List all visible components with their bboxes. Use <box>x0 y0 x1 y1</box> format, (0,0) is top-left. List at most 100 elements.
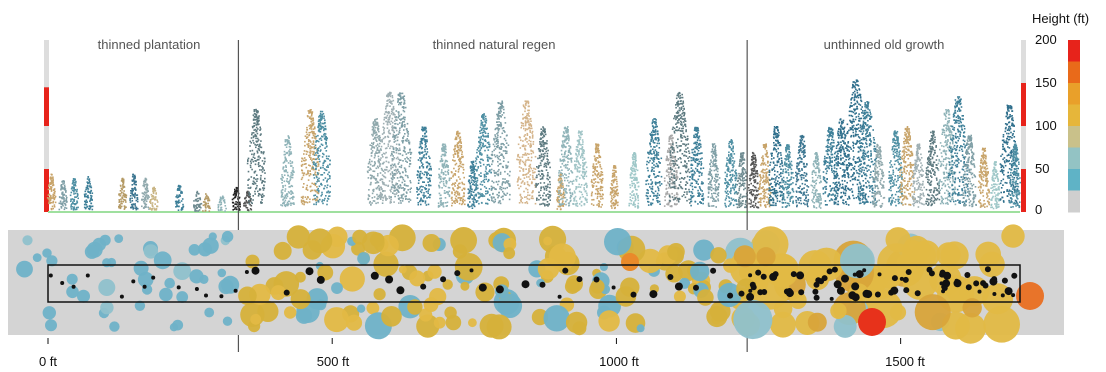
lidar-point <box>443 192 446 194</box>
lidar-point <box>601 189 603 192</box>
lidar-point <box>452 188 455 190</box>
lidar-point <box>576 170 579 173</box>
lidar-point <box>389 95 392 98</box>
lidar-point <box>539 149 542 151</box>
lidar-point <box>233 208 236 210</box>
lidar-point <box>390 92 392 94</box>
lidar-point <box>252 136 255 139</box>
lidar-point <box>391 121 394 124</box>
lidar-point <box>487 141 490 144</box>
lidar-point <box>392 148 395 151</box>
lidar-point <box>543 145 545 148</box>
lidar-point <box>403 188 406 191</box>
colorbar-tick-label: 150 <box>1035 75 1057 90</box>
lidar-point <box>497 134 499 137</box>
lidar-point <box>281 176 284 178</box>
lidar-point <box>634 195 636 198</box>
lidar-point <box>441 148 443 151</box>
lidar-point <box>319 110 322 113</box>
lidar-point <box>323 132 326 135</box>
lidar-point <box>577 161 580 164</box>
lidar-point <box>443 162 446 165</box>
lidar-point <box>289 162 292 165</box>
lidar-point <box>248 202 250 205</box>
lidar-point <box>64 189 66 191</box>
lidar-point <box>73 208 76 210</box>
lidar-point <box>131 200 134 202</box>
lidar-point <box>373 156 376 159</box>
lidar-point <box>448 194 451 196</box>
lidar-point <box>597 173 600 175</box>
lidar-point <box>65 199 68 202</box>
lidar-point <box>443 164 446 167</box>
lidar-point <box>87 195 89 198</box>
lidar-point <box>657 187 660 190</box>
lidar-point <box>316 180 318 183</box>
lidar-point <box>311 165 314 168</box>
lidar-point <box>313 158 316 161</box>
lidar-point <box>547 193 549 195</box>
lidar-point <box>379 136 381 139</box>
lidar-point <box>205 204 207 206</box>
lidar-point <box>592 171 594 173</box>
lidar-point <box>311 189 314 192</box>
lidar-point <box>424 171 426 173</box>
lidar-point <box>541 132 544 135</box>
lidar-point <box>262 180 265 182</box>
lidar-point <box>280 190 283 192</box>
lidar-point <box>397 152 400 155</box>
right-scale-red-segment <box>1021 169 1026 212</box>
lidar-point <box>386 120 388 123</box>
lidar-point <box>417 159 420 161</box>
lidar-point <box>370 148 373 150</box>
lidar-point <box>565 138 568 140</box>
lidar-point <box>418 179 420 182</box>
lidar-point <box>599 201 601 203</box>
lidar-point <box>54 201 57 204</box>
lidar-point <box>253 171 256 174</box>
lidar-point <box>312 143 315 145</box>
lidar-point <box>461 183 464 185</box>
lidar-point <box>537 170 540 172</box>
lidar-point <box>395 116 397 119</box>
lidar-point <box>392 176 394 179</box>
lidar-point <box>417 182 420 184</box>
lidar-point <box>142 192 145 195</box>
lidar-point <box>394 118 397 121</box>
lidar-point <box>444 159 447 162</box>
lidar-point <box>65 201 68 203</box>
lidar-point <box>247 184 249 186</box>
lidar-point <box>194 210 196 212</box>
lidar-point <box>292 198 294 200</box>
lidar-point <box>252 114 255 116</box>
lidar-point <box>534 168 537 170</box>
lidar-point <box>284 195 287 198</box>
lidar-point <box>371 192 374 195</box>
lidar-point <box>525 121 528 124</box>
lidar-point <box>442 180 445 183</box>
lidar-point <box>613 190 616 193</box>
lidar-point <box>522 168 524 171</box>
lidar-point <box>656 192 659 195</box>
lidar-point <box>252 139 254 142</box>
lidar-point <box>462 163 465 166</box>
lidar-point <box>314 144 317 147</box>
lidar-point <box>367 171 369 174</box>
lidar-point <box>531 195 534 197</box>
lidar-point <box>398 191 400 193</box>
lidar-point <box>416 197 419 199</box>
lidar-point <box>324 133 327 135</box>
lidar-point <box>543 135 546 138</box>
lidar-point <box>636 182 638 184</box>
lidar-point <box>596 195 599 198</box>
lidar-point <box>379 139 381 141</box>
lidar-point <box>633 179 635 181</box>
lidar-point <box>395 143 398 146</box>
lidar-point <box>371 142 373 144</box>
lidar-point <box>597 161 600 164</box>
lidar-point <box>177 202 179 204</box>
tree-point-cloud <box>490 100 511 205</box>
lidar-point <box>288 153 291 155</box>
lidar-point <box>563 203 565 205</box>
lidar-point <box>488 179 490 182</box>
